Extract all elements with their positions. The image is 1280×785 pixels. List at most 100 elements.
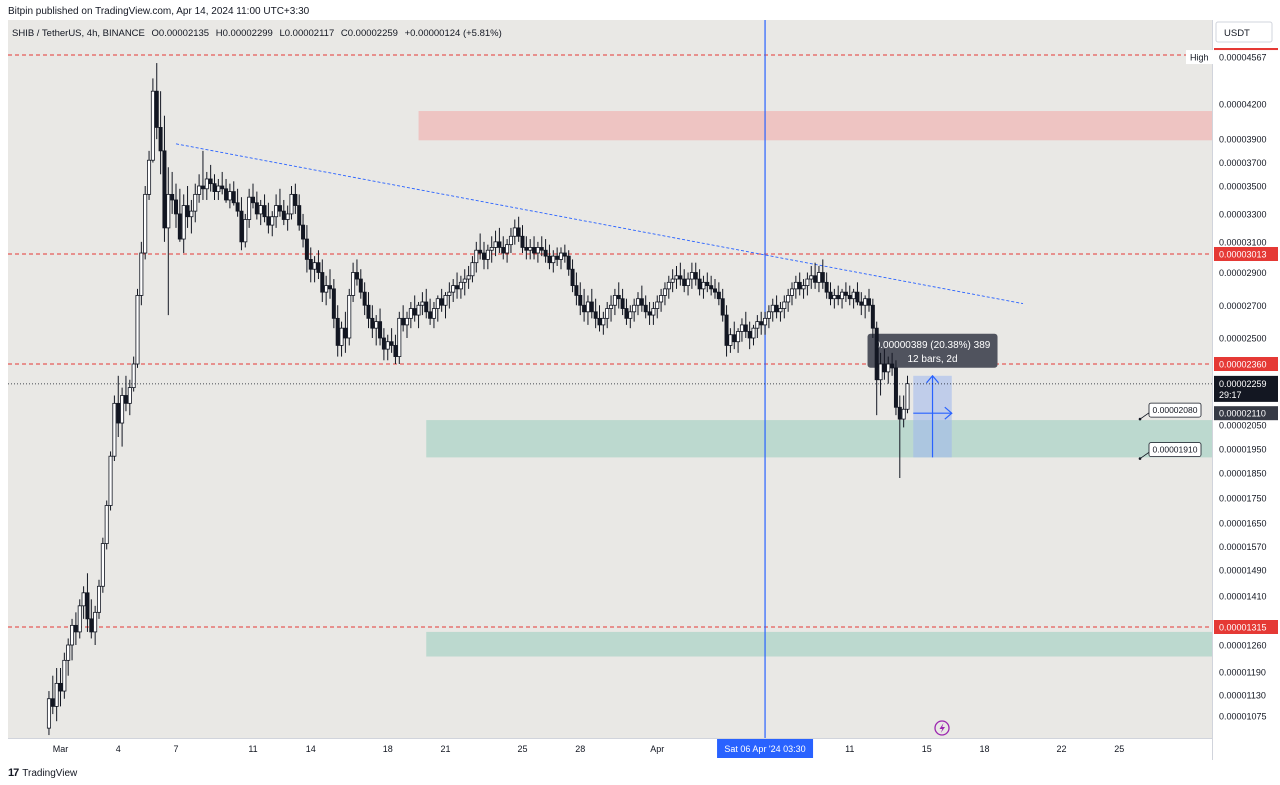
candle-219 — [890, 352, 895, 376]
candle-body — [351, 272, 356, 296]
candle-113 — [481, 241, 486, 270]
candle-30 — [162, 115, 167, 242]
candle-32 — [170, 171, 175, 214]
candle-body — [493, 241, 498, 248]
publish-attribution: Bitpin published on TradingView.com, Apr… — [8, 6, 310, 17]
candle-body — [801, 285, 806, 290]
candle-body — [759, 321, 764, 326]
candle-body — [882, 363, 887, 373]
candle-body — [851, 291, 856, 300]
candle-153 — [636, 292, 641, 316]
candle-body — [516, 227, 521, 237]
candle-body — [327, 285, 332, 290]
candle-194 — [793, 275, 798, 299]
candle-body — [670, 278, 675, 283]
candle-169 — [697, 269, 702, 296]
time-tick-7: 25 — [517, 744, 527, 754]
candle-57 — [266, 202, 271, 234]
candle-body — [824, 281, 829, 293]
candle-179 — [736, 328, 741, 353]
current-price-tag — [1214, 375, 1278, 402]
candle-body — [786, 295, 791, 303]
candle-body — [397, 317, 402, 357]
candle-59 — [274, 194, 279, 228]
candle-body — [131, 363, 136, 389]
candle-body — [324, 285, 329, 293]
level-line-layer — [8, 54, 1212, 628]
candle-166 — [686, 272, 691, 296]
legend-open: O0.00002135 — [152, 28, 210, 39]
candle-187 — [766, 305, 771, 329]
candle-69 — [312, 256, 317, 283]
candle-body — [189, 210, 194, 218]
candle-body — [524, 247, 529, 251]
candle-151 — [628, 305, 633, 329]
candle-body — [778, 308, 783, 313]
candle-body — [566, 255, 571, 270]
price-tick-7: 0.00002700 — [1219, 301, 1267, 311]
footer-brand-label: TradingView — [22, 767, 78, 779]
candle-body — [58, 682, 63, 692]
candle-21 — [127, 379, 132, 416]
candle-101 — [435, 295, 440, 322]
candle-body — [693, 272, 698, 280]
legend-high: H0.00002299 — [216, 28, 273, 39]
candle-218 — [886, 356, 891, 384]
time-tick-11: 15 — [922, 744, 932, 754]
candle-56 — [262, 194, 267, 223]
candle-209 — [851, 288, 856, 309]
candle-4 — [62, 652, 67, 699]
callout-box-0 — [1148, 402, 1202, 418]
candle-body — [747, 331, 752, 339]
candle-body — [689, 272, 694, 280]
candle-190 — [778, 301, 783, 322]
candle-63 — [289, 186, 294, 220]
candle-body — [239, 210, 244, 243]
descending-trendline[interactable] — [175, 143, 1024, 305]
candle-168 — [693, 262, 698, 286]
candle-body — [743, 324, 748, 332]
candle-148 — [616, 282, 621, 309]
candle-134 — [562, 244, 567, 263]
candle-body — [177, 213, 182, 240]
time-tick-4: 14 — [306, 744, 316, 754]
price-tick-3: 0.00003500 — [1219, 182, 1267, 192]
candle-118 — [501, 236, 506, 260]
candle-94 — [408, 301, 413, 329]
candle-body — [843, 291, 848, 296]
candle-137 — [574, 272, 579, 306]
candle-156 — [647, 301, 652, 325]
candle-body — [250, 196, 255, 204]
price-tick-16: 0.00001410 — [1219, 592, 1267, 602]
level-price-label-3: 0.00001315 — [1219, 623, 1267, 633]
candle-body — [389, 341, 394, 346]
candle-body — [123, 395, 128, 404]
candle-2 — [54, 668, 59, 722]
candle-157 — [651, 301, 656, 325]
time-tick-14: 25 — [1114, 744, 1124, 754]
candle-3 — [58, 668, 63, 707]
candle-body — [535, 247, 540, 254]
lightning-icon[interactable] — [934, 720, 950, 736]
time-tick-2: 7 — [173, 744, 178, 754]
candle-body — [243, 219, 248, 243]
candle-136 — [570, 259, 575, 293]
candle-80 — [354, 259, 359, 286]
candle-body — [551, 255, 556, 264]
candle-body — [805, 278, 810, 287]
candle-body — [412, 308, 417, 316]
currency-button[interactable]: USDT — [1215, 21, 1273, 43]
candle-body — [408, 308, 413, 319]
candle-body — [420, 301, 425, 306]
candle-body — [366, 304, 371, 319]
candle-body — [662, 288, 667, 296]
candle-86 — [378, 308, 383, 346]
candle-12 — [93, 605, 98, 645]
legend-symbol: SHIB / TetherUS, 4h, BINANCE — [12, 28, 145, 39]
candle-body — [478, 249, 483, 254]
candle-89 — [389, 328, 394, 353]
candle-body — [532, 247, 537, 254]
candle-body — [85, 592, 90, 620]
